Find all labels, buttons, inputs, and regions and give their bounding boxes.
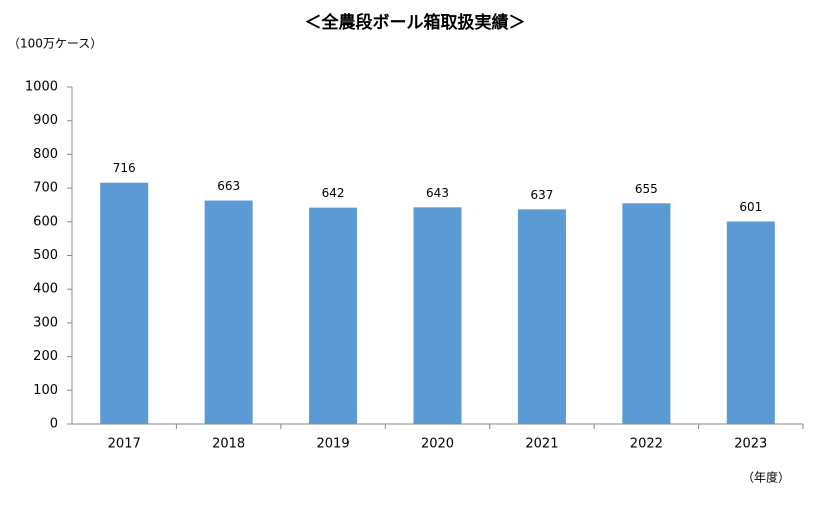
data-label: 601 — [739, 200, 762, 214]
x-tick-label: 2021 — [525, 437, 558, 452]
data-label: 716 — [113, 161, 136, 175]
data-label: 655 — [635, 182, 658, 196]
bar — [204, 200, 253, 424]
x-tick-label: 2019 — [317, 437, 350, 452]
x-tick-label: 2023 — [734, 437, 767, 452]
bar — [517, 209, 566, 424]
data-label: 663 — [217, 179, 240, 193]
x-tick-label: 2017 — [108, 437, 141, 452]
y-tick-label: 600 — [33, 214, 58, 229]
y-tick-label: 800 — [33, 147, 58, 162]
data-label: 642 — [322, 186, 345, 200]
y-tick-label: 0 — [50, 417, 58, 432]
y-tick-label: 300 — [33, 315, 58, 330]
y-tick-label: 200 — [33, 349, 58, 364]
x-tick-label: 2022 — [630, 437, 663, 452]
y-tick-label: 100 — [33, 383, 58, 398]
x-tick-label: 2018 — [212, 437, 245, 452]
y-tick-label: 1000 — [25, 80, 58, 95]
y-tick-label: 900 — [33, 113, 58, 128]
bar — [413, 207, 462, 424]
bar — [622, 203, 671, 424]
data-label: 643 — [426, 186, 449, 200]
bar — [100, 182, 149, 424]
x-axis-label: （年度） — [742, 470, 790, 485]
bar — [726, 221, 775, 424]
y-axis-label: （100万ケース） — [8, 37, 102, 51]
x-tick-label: 2020 — [421, 437, 454, 452]
data-label: 637 — [530, 188, 553, 202]
y-tick-label: 700 — [33, 181, 58, 196]
y-tick-label: 500 — [33, 248, 58, 263]
y-tick-label: 400 — [33, 282, 58, 297]
bar — [309, 207, 358, 424]
chart-title: ＜全農段ボール箱取扱実績＞ — [305, 12, 526, 33]
